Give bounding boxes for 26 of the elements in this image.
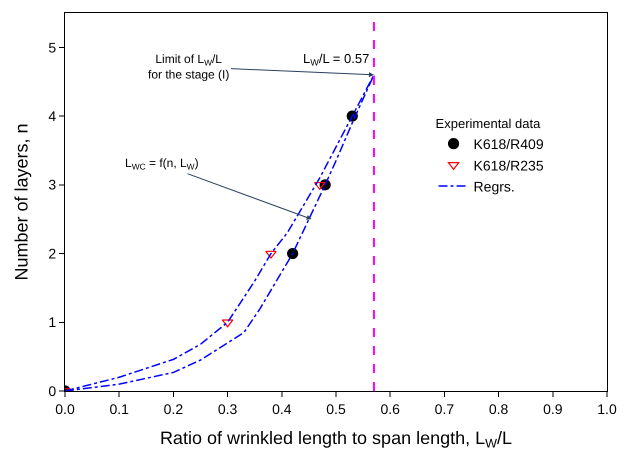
x-tick-label: 1.0 <box>597 400 617 417</box>
legend-label: K618/R235 <box>474 157 544 174</box>
x-tick-label: 0.4 <box>272 400 292 417</box>
legend-title: Experimental data <box>436 116 542 132</box>
y-tick-label: 4 <box>48 108 56 124</box>
legend-label: K618/R409 <box>474 136 544 152</box>
y-axis-title: Number of layers, n <box>12 123 32 281</box>
x-tick-label: 0.5 <box>326 400 346 417</box>
y-tick-label: 0 <box>48 382 56 399</box>
legend-label: Regrs. <box>474 178 515 194</box>
x-tick-label: 0.0 <box>55 400 75 417</box>
x-tick-label: 0.3 <box>218 400 238 417</box>
annotation: Limit of L$_{W}$/L for the stage (I) <box>148 52 230 82</box>
y-tick-label: 5 <box>48 39 56 56</box>
annotation: L$_{W}$/L = 0.57 <box>303 51 370 68</box>
x-axis-title: Ratio of wrinkled length to span length, L$_{W}$/L <box>160 428 512 451</box>
x-tick-label: 0.1 <box>109 400 130 417</box>
y-tick-label: 2 <box>48 245 56 262</box>
x-tick-label: 0.2 <box>164 400 184 417</box>
x-tick-label: 0.6 <box>380 400 400 417</box>
y-tick-label: 3 <box>48 176 56 193</box>
annotation: L$_{WC}$ = f(n, L$_{W}$) <box>125 156 199 172</box>
x-tick-label: 0.9 <box>543 400 563 417</box>
x-tick-label: 0.8 <box>488 400 509 417</box>
x-tick-label: 0.7 <box>434 400 454 417</box>
y-tick-label: 1 <box>48 314 56 330</box>
